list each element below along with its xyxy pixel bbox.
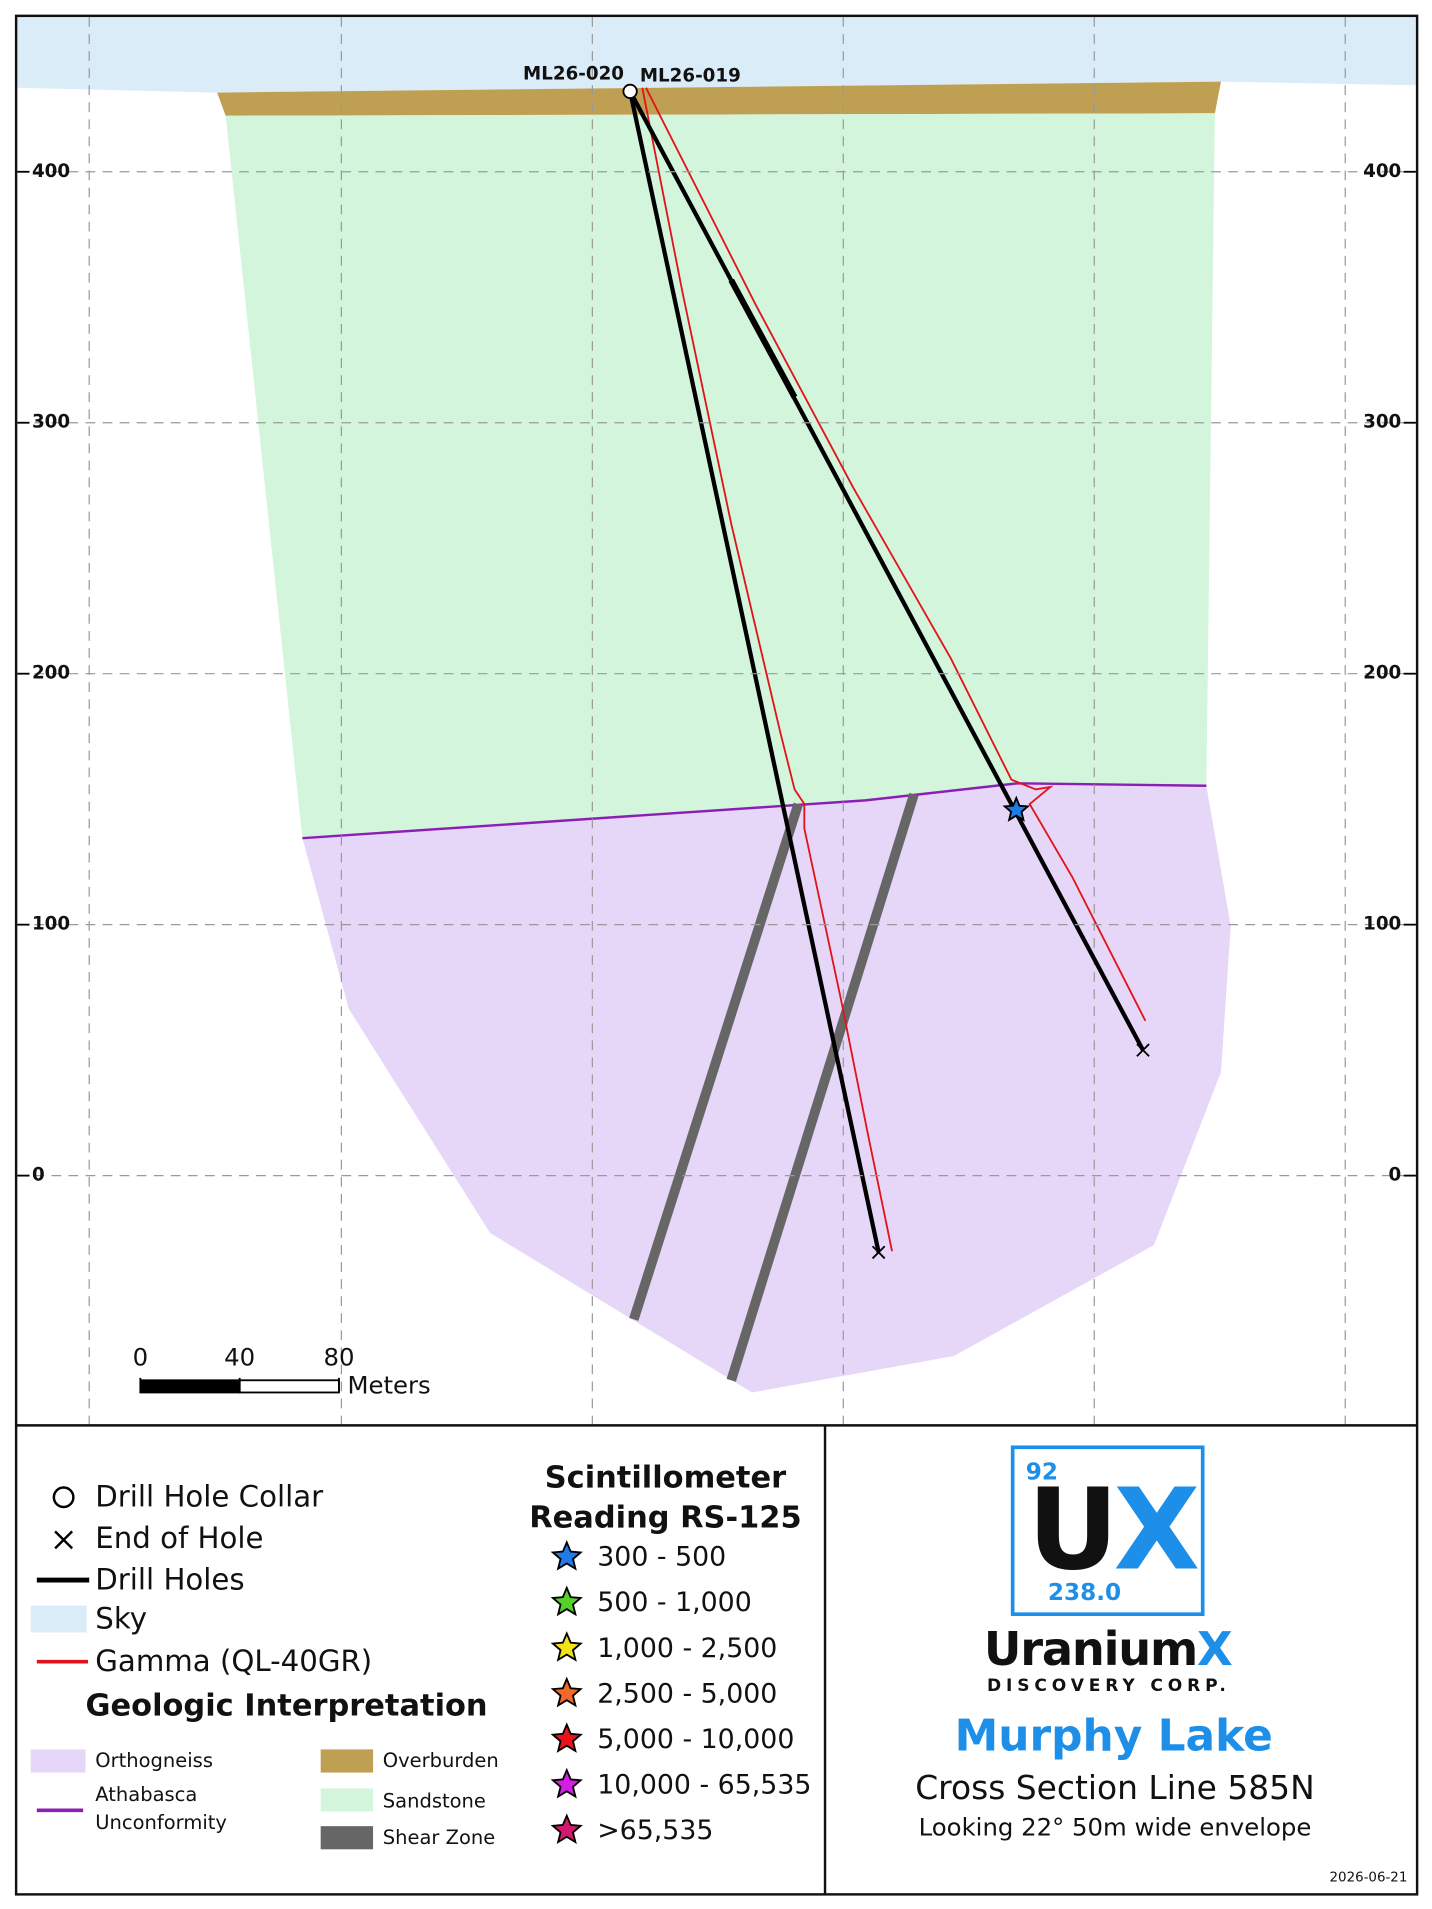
section-note: Looking 22° 50m wide envelope [919, 1813, 1312, 1842]
scale-segment [139, 1379, 241, 1394]
hole-label: ML26-019 [640, 66, 741, 87]
collar [622, 83, 638, 99]
legend-label: Unconformity [95, 1811, 227, 1834]
tick-label: 100 [32, 914, 70, 935]
legend-swatch [320, 1788, 374, 1812]
scintillometer-legend: Scintillometer Reading RS-125 300 - 500 5… [529, 1460, 811, 1846]
reading-star [1002, 795, 1031, 822]
shear-zone [726, 792, 919, 1382]
logo-name-part: X [1197, 1621, 1232, 1675]
legend-label: >65,535 [597, 1815, 713, 1846]
logo-name-part: Uranium [984, 1621, 1197, 1675]
legend-symbol [30, 1605, 87, 1633]
legend-swatch [30, 1749, 86, 1773]
project-title: Murphy Lake [955, 1710, 1273, 1761]
logo-box [1010, 1445, 1205, 1617]
legend-label: Overburden [383, 1749, 499, 1772]
legend-heading: Geologic Interpretation [86, 1688, 488, 1723]
scale-label: 40 [224, 1342, 255, 1371]
scale-segment [238, 1379, 340, 1394]
tick-label: 0 [1389, 1165, 1402, 1186]
legend-heading: Reading RS-125 [529, 1501, 801, 1536]
scale-label: 0 [133, 1342, 149, 1371]
legend-symbol [54, 1530, 74, 1550]
scale-unit: Meters [347, 1370, 430, 1399]
gamma-trace [641, 87, 893, 1252]
grid [88, 17, 1346, 1426]
legend-symbol [52, 1486, 75, 1509]
legend-label: Drill Hole Collar [95, 1479, 324, 1513]
legend-label: Athabasca [95, 1783, 197, 1806]
end-of-hole [871, 1245, 886, 1260]
drill-hole [628, 90, 881, 1253]
logo-u: U [1027, 1465, 1113, 1595]
legend-star [550, 1631, 583, 1662]
date: 2026-06-21 [1330, 1870, 1408, 1885]
legend-heading: Scintillometer [545, 1460, 786, 1495]
end-of-hole [1136, 1043, 1150, 1057]
legend-star [550, 1539, 583, 1571]
logo-name: UraniumX [984, 1621, 1232, 1675]
logo-number: 92 [1026, 1459, 1058, 1485]
legend-star [550, 1722, 583, 1753]
hole-label: ML26-020 [523, 63, 624, 84]
unconformity [302, 782, 1207, 840]
logo-symbol: UX [1027, 1465, 1198, 1595]
legend-label: Drill Holes [95, 1562, 244, 1596]
tick-label: 200 [1363, 663, 1401, 684]
shear-zone [629, 802, 803, 1321]
overburden [217, 81, 1221, 116]
logo-x: X [1114, 1465, 1199, 1595]
logo-subtitle: DISCOVERY CORP. [987, 1676, 1231, 1696]
legend-label: 10,000 - 65,535 [597, 1769, 811, 1800]
legend-label: Sky [95, 1601, 147, 1635]
tick-label: 100 [1363, 914, 1401, 935]
gamma-trace [645, 87, 1147, 1022]
section-title: Cross Section Line 585N [915, 1768, 1314, 1807]
drill-hole [628, 90, 1145, 1052]
legend-label: 300 - 500 [597, 1542, 726, 1573]
orthogneiss [302, 783, 1231, 1393]
legend-label: Sandstone [383, 1789, 486, 1812]
drill-hole [728, 278, 798, 399]
legend: Drill Hole Collar End of Hole Drill Hole… [30, 1479, 499, 1850]
reading-star [1002, 795, 1031, 822]
tick-label: 300 [1363, 412, 1401, 433]
legend-label: 500 - 1,000 [597, 1587, 752, 1618]
legend-star [550, 1767, 583, 1799]
scale-label: 80 [323, 1342, 354, 1371]
sky [17, 17, 1416, 93]
tick-label: 300 [32, 412, 70, 433]
frame [14, 14, 1419, 1896]
tick-label: 0 [32, 1165, 45, 1186]
legend-star [550, 1676, 583, 1708]
tick-label: 400 [1363, 161, 1401, 182]
logo: 92 UX 238.0 UraniumX DISCOVERY CORP. [984, 1445, 1233, 1696]
legend-star [550, 1813, 583, 1845]
logo-mass: 238.0 [1048, 1580, 1121, 1606]
elevation-ticks: 400 400 300 300 200 200 100 100 0 0 [17, 161, 1416, 1186]
legend-star [550, 1585, 583, 1617]
legend-label: Gamma (QL-40GR) [95, 1644, 372, 1678]
legend-label: 1,000 - 2,500 [597, 1633, 777, 1664]
legend-label: Orthogneiss [95, 1749, 213, 1772]
legend-swatch [320, 1749, 374, 1773]
legend-label: End of Hole [95, 1521, 263, 1555]
tick-label: 400 [32, 161, 70, 182]
tick-label: 200 [32, 663, 70, 684]
legend-swatch [320, 1826, 374, 1850]
legend-label: 5,000 - 10,000 [597, 1724, 794, 1755]
legend-label: 2,500 - 5,000 [597, 1678, 777, 1709]
legend-label: Shear Zone [383, 1826, 495, 1849]
